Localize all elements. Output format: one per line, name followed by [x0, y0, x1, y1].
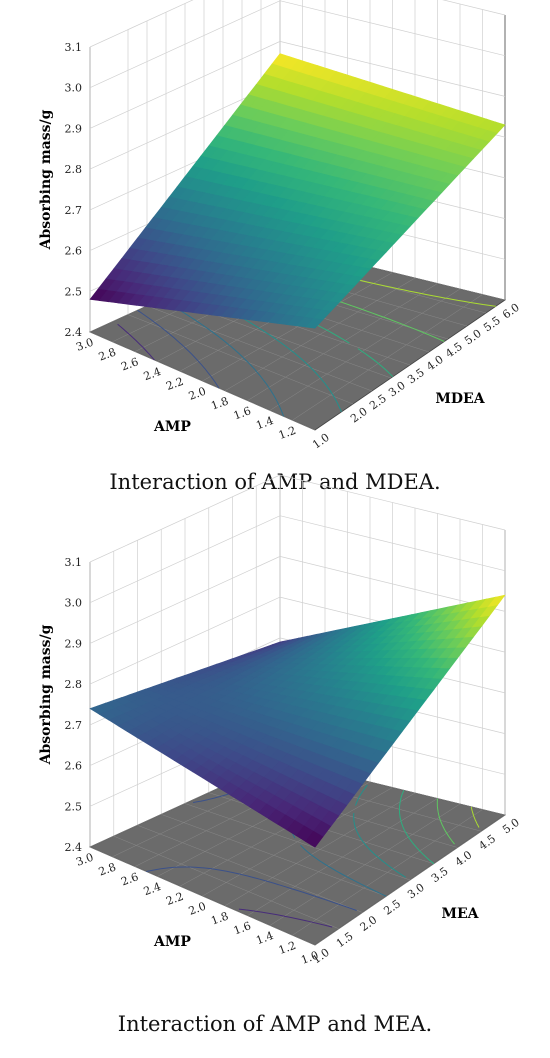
x-tick-label: 1.2 [277, 939, 298, 957]
y-tick-label: 3.5 [405, 366, 427, 387]
floor-gridline [146, 305, 373, 392]
x-tick-label: 1.8 [209, 909, 230, 927]
y-tick-label: 2.5 [367, 392, 389, 413]
z-tick-label: 2.7 [65, 719, 83, 732]
x-axis-title: AMP [153, 934, 191, 950]
y-tick-label: 3.0 [405, 881, 427, 902]
y-tick-label: 5.0 [462, 327, 484, 348]
floor-contour [470, 806, 480, 828]
z-tick-label: 2.8 [65, 163, 83, 176]
chart-svg-amp-mea: 2.4 2.5 2.6 2.7 2.8 2.9 3.0 3.1 Absorbing mass/g… [38, 474, 522, 967]
x-tick-label: 2.8 [97, 345, 118, 363]
y-tick-label: 4.0 [453, 848, 475, 869]
floor-gridline [89, 331, 316, 431]
z-tick-label: 2.9 [65, 637, 83, 650]
y-tick-label: 3.0 [386, 379, 408, 400]
x-tick-label: 1.0 [299, 949, 320, 967]
y-axis-title: MDEA [435, 391, 485, 407]
z-tick-label: 2.5 [65, 285, 83, 298]
x-tick-label: 1.6 [232, 919, 253, 937]
floor-contour [398, 790, 435, 865]
x-tick-label: 1.2 [277, 424, 298, 442]
x-tick-label: 1.4 [254, 414, 275, 432]
floor-contour [436, 798, 455, 845]
chart-surface [89, 53, 506, 329]
surface-patch [304, 318, 324, 329]
floor-gridline [184, 803, 411, 881]
chart-floor [89, 759, 506, 946]
x-tick-label: 2.4 [142, 365, 163, 383]
z-tick-label: 3.0 [65, 82, 83, 95]
chart-surface [89, 594, 506, 848]
y-axis-title: MEA [441, 906, 479, 922]
y-tick-label: 1.0 [310, 431, 332, 452]
x-tick-label: 2.8 [97, 860, 118, 878]
z-tick-label: 2.4 [65, 841, 83, 854]
floor-contour [137, 309, 220, 389]
floor-contour [238, 908, 333, 928]
x-tick-label: 1.8 [209, 394, 230, 412]
z-tick-label: 2.5 [65, 800, 83, 813]
x-tick-label: 1.6 [232, 404, 253, 422]
z-tick-label: 2.4 [65, 326, 83, 339]
z-gridline [89, 0, 506, 48]
z-gridline [89, 515, 506, 604]
y-tick-label: 2.0 [348, 405, 370, 426]
x-tick-label: 3.0 [74, 336, 95, 354]
surface-chart-amp-mea: 2.4 2.5 2.6 2.7 2.8 2.9 3.0 3.1 Absorbing mass/g… [0, 474, 550, 1005]
z-tick-label: 2.8 [65, 678, 83, 691]
z-tick-label: 2.9 [65, 122, 83, 135]
x-tick-label: 2.2 [164, 375, 185, 393]
y-tick-label: 2.0 [358, 913, 380, 934]
floor-contour [353, 784, 406, 878]
z-tick-label: 2.7 [65, 204, 83, 217]
floor-gridline [137, 825, 363, 913]
z-tick-label: 2.6 [65, 245, 83, 258]
x-tick-label: 2.4 [142, 880, 163, 898]
floor-contour [117, 323, 155, 361]
y-tick-label: 1.5 [334, 930, 356, 951]
y-tick-label: 6.0 [500, 301, 522, 322]
x-tick-label: 3.0 [74, 851, 95, 869]
z-tick-label: 3.1 [65, 41, 83, 54]
floor-gridline [161, 814, 387, 897]
chart-svg-amp-mdea: 2.4 2.5 2.6 2.7 2.8 2.9 3.0 3.1 Absorbing mass/g… [38, 0, 522, 452]
z-tick-label: 2.6 [65, 760, 83, 773]
floor-gridline [127, 314, 354, 405]
x-tick-label: 2.0 [187, 900, 208, 918]
x-tick-label: 2.2 [164, 890, 185, 908]
x-tick-label: 2.0 [187, 385, 208, 403]
y-tick-label: 3.5 [429, 865, 451, 886]
z-axis-title: Absorbing mass/g [38, 109, 54, 250]
x-tick-label: 2.6 [119, 355, 140, 373]
y-tick-label: 5.0 [500, 816, 522, 837]
y-tick-label: 4.5 [476, 832, 498, 853]
z-tick-label: 3.1 [65, 556, 83, 569]
figure-caption-amp-mea: Interaction of AMP and MEA. [117, 1012, 433, 1036]
figure-caption-amp-mdea: Interaction of AMP and MDEA. [109, 470, 441, 494]
x-axis-title: AMP [153, 419, 191, 435]
surface-patch [305, 830, 324, 848]
y-tick-label: 5.5 [481, 314, 503, 335]
x-tick-label: 2.6 [119, 870, 140, 888]
z-axis-title: Absorbing mass/g [38, 624, 54, 765]
z-tick-label: 3.0 [65, 597, 83, 610]
y-tick-label: 4.0 [424, 353, 446, 374]
y-tick-label: 2.5 [381, 897, 403, 918]
floor-gridline [113, 835, 339, 929]
surface-chart-amp-mdea: 2.4 2.5 2.6 2.7 2.8 2.9 3.0 3.1 Absorbing mass/g… [0, 0, 550, 490]
floor-gridline [89, 846, 316, 946]
y-tick-label: 4.5 [443, 340, 465, 361]
x-tick-label: 1.4 [254, 929, 275, 947]
